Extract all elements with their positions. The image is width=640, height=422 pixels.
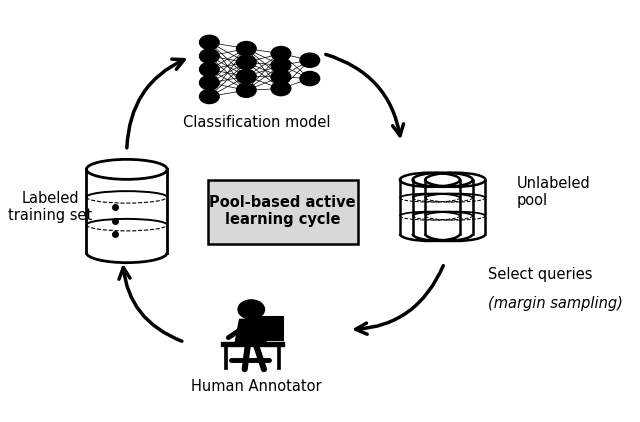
Circle shape (271, 46, 291, 61)
Circle shape (200, 35, 219, 49)
Circle shape (271, 81, 291, 96)
Text: Unlabeled
pool: Unlabeled pool (516, 176, 590, 208)
Circle shape (200, 89, 219, 103)
Polygon shape (234, 319, 266, 346)
FancyBboxPatch shape (207, 180, 358, 244)
Text: Human Annotator: Human Annotator (191, 379, 322, 394)
Circle shape (200, 62, 219, 76)
Polygon shape (221, 342, 284, 346)
Circle shape (236, 69, 256, 84)
Circle shape (238, 300, 264, 319)
Text: Labeled
training set: Labeled training set (8, 191, 92, 223)
Circle shape (236, 83, 256, 97)
Text: (margin sampling): (margin sampling) (488, 296, 623, 311)
Text: Pool-based active
learning cycle: Pool-based active learning cycle (209, 195, 356, 227)
Text: Classification model: Classification model (183, 115, 330, 130)
Circle shape (236, 41, 256, 56)
Circle shape (300, 53, 319, 68)
Text: Select queries: Select queries (488, 267, 592, 282)
Circle shape (200, 49, 219, 63)
Circle shape (200, 76, 219, 90)
Circle shape (271, 70, 291, 84)
Polygon shape (257, 317, 283, 340)
Circle shape (300, 71, 319, 86)
Circle shape (236, 55, 256, 69)
Circle shape (271, 58, 291, 72)
